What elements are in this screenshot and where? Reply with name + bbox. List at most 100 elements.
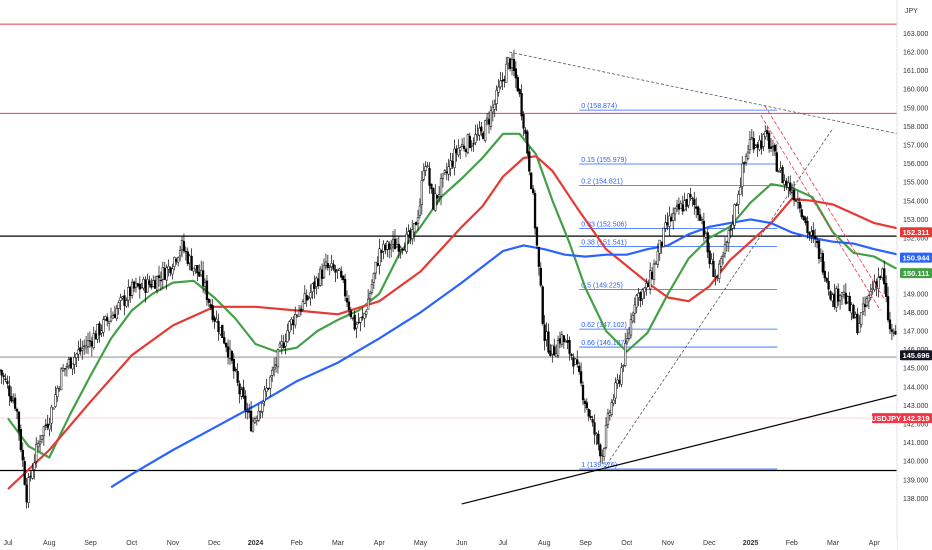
candle-body[interactable] xyxy=(77,349,80,355)
candle-body[interactable] xyxy=(274,364,278,366)
candle-body[interactable] xyxy=(200,269,203,276)
candle-body[interactable] xyxy=(537,246,541,267)
candle-body[interactable] xyxy=(217,321,220,333)
candle-body[interactable] xyxy=(645,283,648,288)
candle-body[interactable] xyxy=(562,335,565,343)
candle-body[interactable] xyxy=(148,280,151,285)
candle-body[interactable] xyxy=(280,341,283,346)
candle-body[interactable] xyxy=(589,415,592,418)
candle-body[interactable] xyxy=(673,208,677,215)
candle-body[interactable] xyxy=(36,443,40,448)
candle-body[interactable] xyxy=(54,394,57,407)
candle-body[interactable] xyxy=(31,470,34,479)
candle-body[interactable] xyxy=(512,59,516,72)
candle-body[interactable] xyxy=(422,170,425,180)
candle-body[interactable] xyxy=(221,324,224,338)
candle-body[interactable] xyxy=(652,263,656,280)
candle-body[interactable] xyxy=(282,342,285,348)
candle-body[interactable] xyxy=(794,200,798,202)
trend-line[interactable] xyxy=(760,115,881,311)
candle-body[interactable] xyxy=(73,357,76,365)
candle-body[interactable] xyxy=(178,250,182,257)
candle-body[interactable] xyxy=(15,408,19,412)
candle-body[interactable] xyxy=(743,162,746,164)
candle-body[interactable] xyxy=(812,230,815,236)
candle-body[interactable] xyxy=(852,305,855,319)
candle-body[interactable] xyxy=(240,389,243,397)
candle-body[interactable] xyxy=(723,244,727,254)
candle-body[interactable] xyxy=(739,186,742,195)
candle-body[interactable] xyxy=(679,202,683,209)
candle-body[interactable] xyxy=(272,366,276,370)
candle-body[interactable] xyxy=(10,396,13,402)
candle-body[interactable] xyxy=(180,240,184,251)
candle-body[interactable] xyxy=(224,343,228,348)
candle-body[interactable] xyxy=(792,189,796,201)
candle-body[interactable] xyxy=(719,258,723,267)
candle-body[interactable] xyxy=(516,77,519,92)
candle-body[interactable] xyxy=(303,293,306,304)
candle-body[interactable] xyxy=(773,144,777,152)
candle-body[interactable] xyxy=(198,271,201,277)
candle-body[interactable] xyxy=(336,268,339,271)
candle-body[interactable] xyxy=(591,419,594,423)
candle-body[interactable] xyxy=(884,283,888,297)
candle-body[interactable] xyxy=(368,293,372,300)
candle-body[interactable] xyxy=(182,241,186,252)
candle-body[interactable] xyxy=(138,283,141,290)
candle-body[interactable] xyxy=(888,319,892,330)
candle-body[interactable] xyxy=(288,321,291,333)
candle-body[interactable] xyxy=(405,233,408,252)
candle-body[interactable] xyxy=(136,283,140,287)
candle-body[interactable] xyxy=(100,330,103,334)
candle-body[interactable] xyxy=(441,173,445,179)
candle-body[interactable] xyxy=(574,358,577,366)
candle-body[interactable] xyxy=(50,406,53,424)
candle-body[interactable] xyxy=(196,265,199,274)
candle-body[interactable] xyxy=(781,166,784,184)
candle-body[interactable] xyxy=(83,345,86,348)
candle-body[interactable] xyxy=(681,204,684,212)
moving-average-ma200[interactable] xyxy=(110,218,916,489)
candle-body[interactable] xyxy=(251,420,255,432)
candle-body[interactable] xyxy=(806,221,809,233)
candle-body[interactable] xyxy=(750,137,753,140)
candle-body[interactable] xyxy=(539,267,542,286)
candle-body[interactable] xyxy=(650,271,654,279)
candle-body[interactable] xyxy=(395,244,399,248)
candle-body[interactable] xyxy=(649,270,652,290)
candle-body[interactable] xyxy=(601,454,604,457)
candle-body[interactable] xyxy=(84,345,88,349)
candle-body[interactable] xyxy=(576,359,579,365)
candle-body[interactable] xyxy=(445,171,448,174)
candle-body[interactable] xyxy=(647,283,650,287)
candle-body[interactable] xyxy=(848,295,851,311)
candle-body[interactable] xyxy=(351,316,354,319)
candle-body[interactable] xyxy=(374,261,377,274)
candle-body[interactable] xyxy=(819,253,823,258)
candle-body[interactable] xyxy=(255,418,258,421)
candle-body[interactable] xyxy=(798,202,801,209)
candle-body[interactable] xyxy=(111,315,115,319)
candle-body[interactable] xyxy=(572,357,575,367)
candle-body[interactable] xyxy=(769,146,773,149)
candle-body[interactable] xyxy=(59,368,63,391)
candle-body[interactable] xyxy=(389,245,393,249)
candle-body[interactable] xyxy=(829,291,832,300)
candle-body[interactable] xyxy=(683,200,686,211)
candle-body[interactable] xyxy=(758,139,761,150)
candle-body[interactable] xyxy=(495,89,498,105)
candle-body[interactable] xyxy=(203,282,207,287)
candle-body[interactable] xyxy=(42,426,46,436)
candle-body[interactable] xyxy=(140,287,143,289)
candle-body[interactable] xyxy=(485,117,489,121)
candle-body[interactable] xyxy=(119,297,122,301)
candle-body[interactable] xyxy=(597,433,600,445)
candle-body[interactable] xyxy=(29,475,32,478)
candle-body[interactable] xyxy=(295,315,299,317)
trend-line[interactable] xyxy=(603,128,834,469)
candle-body[interactable] xyxy=(382,243,385,252)
candle-body[interactable] xyxy=(879,275,882,278)
candle-body[interactable] xyxy=(391,238,395,245)
candle-body[interactable] xyxy=(474,134,477,143)
